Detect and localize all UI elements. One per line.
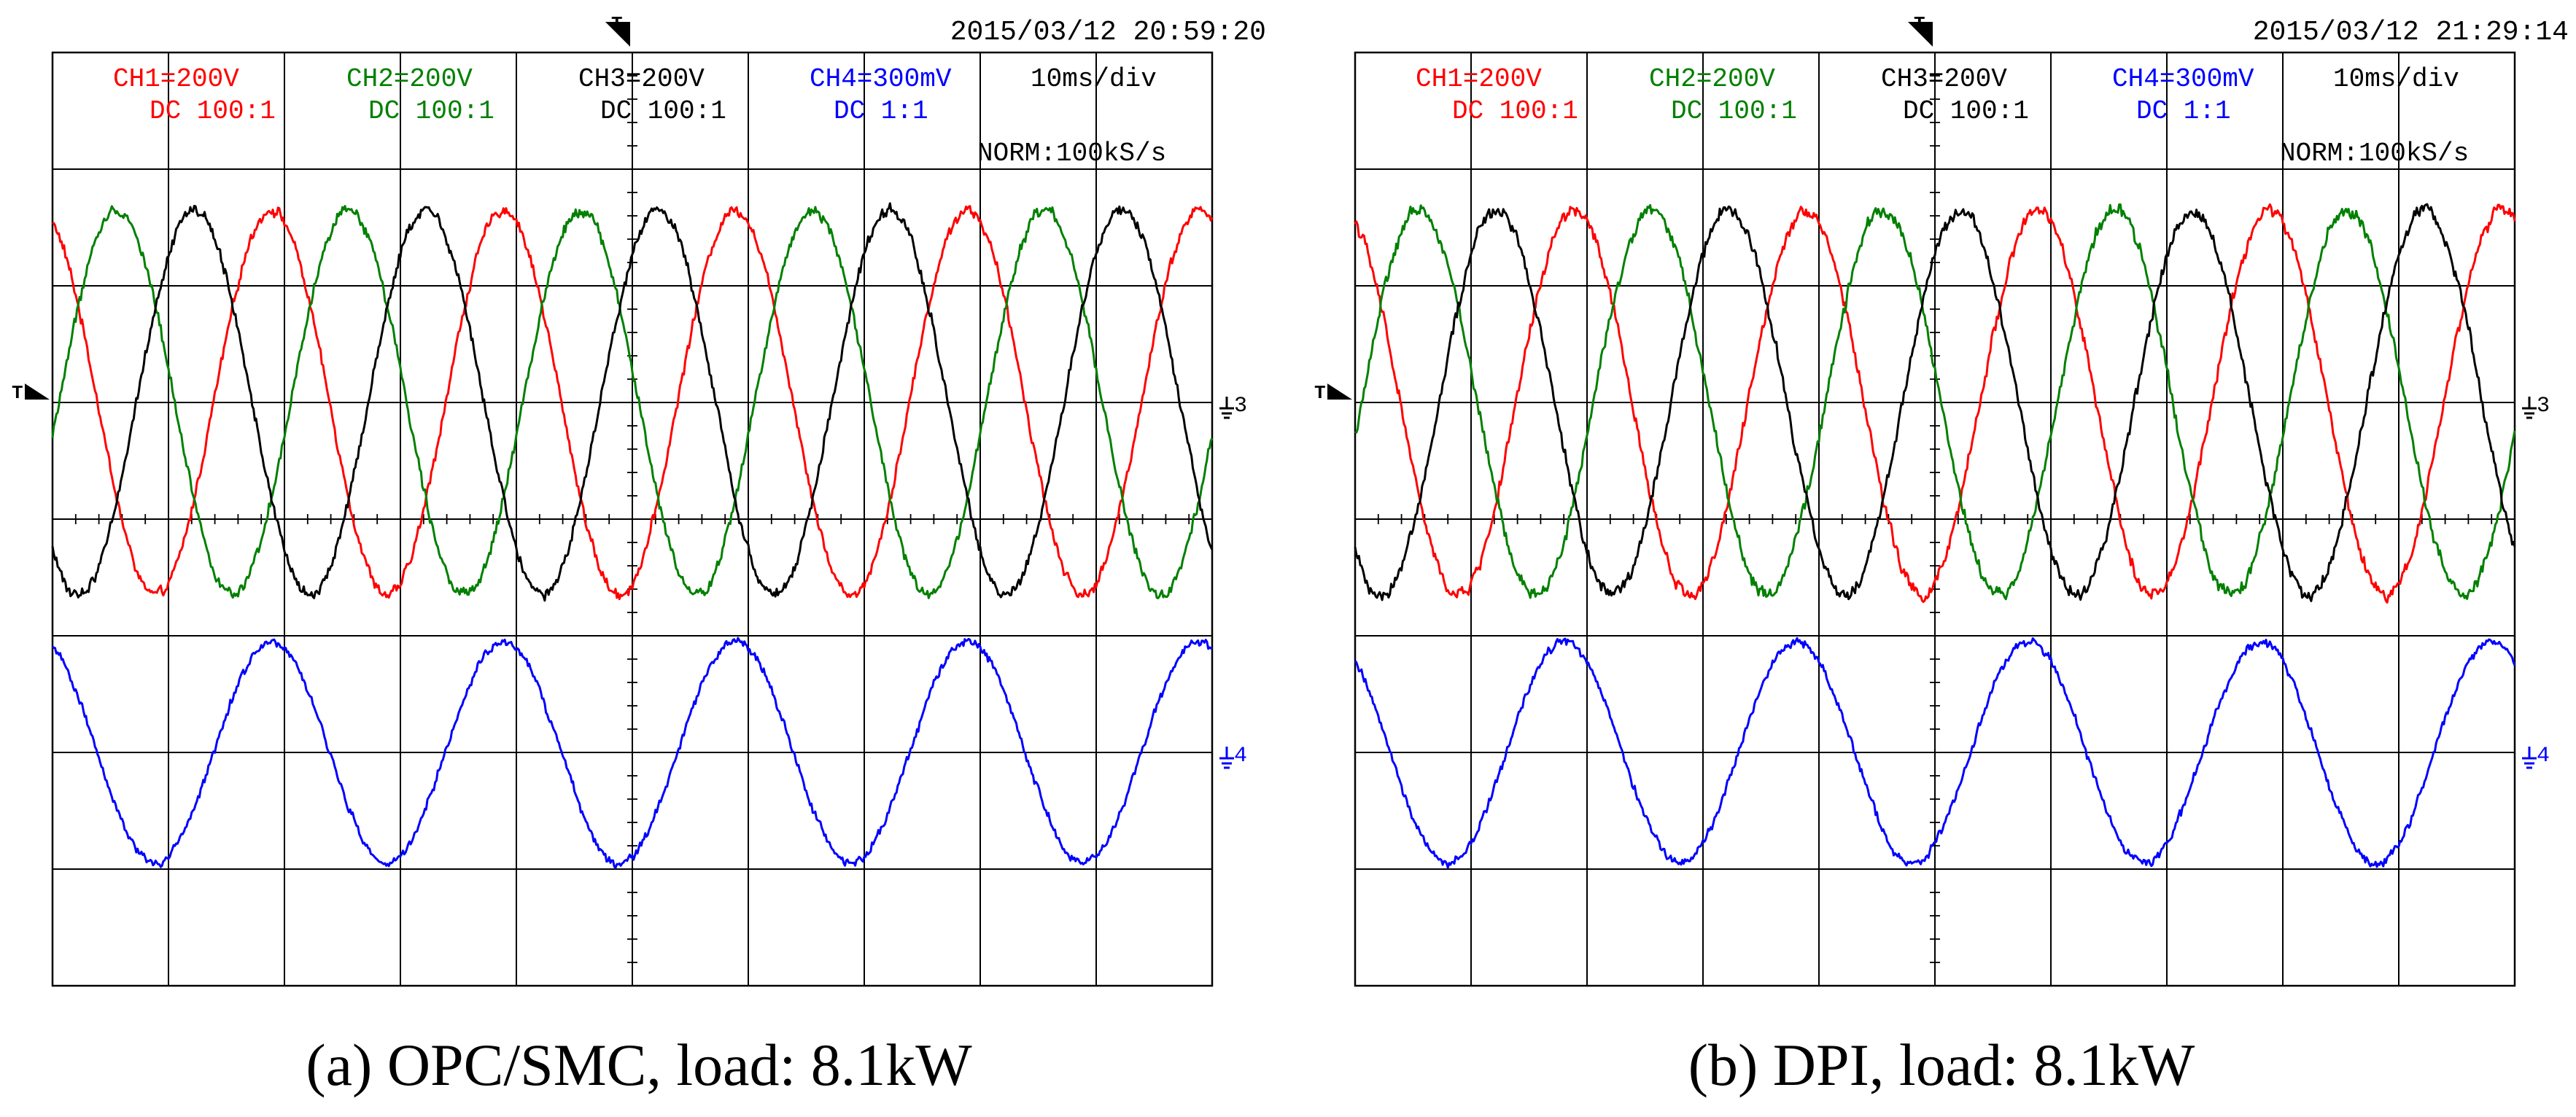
panel-b-ch1-scale: CH1=200V xyxy=(1416,64,1542,94)
panel-a-ch1-coupling: DC 100:1 xyxy=(150,96,276,126)
panel-b-trigger-level-marker: T xyxy=(1314,382,1352,404)
svg-text:T: T xyxy=(12,382,23,404)
panel-a-trigger-level-marker: T xyxy=(12,382,50,404)
panel-b-trace-ch4 xyxy=(1354,637,2516,869)
panel-b-acquisition: NORM:100kS/s xyxy=(2280,139,2469,168)
panel-a-ch1-scale: CH1=200V xyxy=(113,64,239,94)
panel-b-trigger-marker: T xyxy=(1908,13,1933,47)
panel-b: 2015/03/12 21:29:14 CH1=200V CH2=200V CH… xyxy=(1314,13,2569,1098)
panel-a-traces xyxy=(51,202,1214,869)
panel-b-ch2-coupling: DC 100:1 xyxy=(1671,96,1797,126)
panel-b-ch4-scale: CH4=300mV xyxy=(2112,64,2254,94)
svg-text:T: T xyxy=(1314,382,1326,404)
panel-b-trace-ch3 xyxy=(1354,203,2516,602)
panel-a-ch3-coupling: DC 100:1 xyxy=(600,96,726,126)
panel-b-ch2-scale: CH2=200V xyxy=(1649,64,1775,94)
panel-b-traces xyxy=(1354,203,2516,869)
panel-b-timestamp: 2015/03/12 21:29:14 xyxy=(2253,17,2569,48)
panel-b-trace-ch2 xyxy=(1354,203,2516,601)
svg-text:T: T xyxy=(1914,13,1925,35)
panel-a-ch3-ground-marker: 3 xyxy=(1219,394,1247,419)
panel-b-ch1-coupling: DC 100:1 xyxy=(1452,96,1578,126)
panel-a-ch4-scale: CH4=300mV xyxy=(810,64,952,94)
panel-a-timestamp: 2015/03/12 20:59:20 xyxy=(950,17,1266,48)
panel-b-ch4-ground-marker: 4 xyxy=(2522,744,2550,769)
panel-a-ch4-ground-marker: 4 xyxy=(1219,744,1247,769)
panel-a-trace-ch3 xyxy=(51,202,1214,602)
panel-a-trace-ch1 xyxy=(52,205,1214,601)
panel-a-acquisition: NORM:100kS/s xyxy=(977,139,1166,168)
panel-b-ch3-coupling: DC 100:1 xyxy=(1903,96,2029,126)
svg-text:4: 4 xyxy=(2537,744,2550,768)
panel-a-ch4-coupling: DC 1:1 xyxy=(834,96,928,126)
panel-b-ch3-scale: CH3=200V xyxy=(1881,64,2007,94)
svg-text:T: T xyxy=(611,13,623,35)
panel-a-trigger-marker: T xyxy=(605,13,630,47)
panel-b-ch3-ground-marker: 3 xyxy=(2522,394,2550,419)
panel-a-trace-ch2 xyxy=(51,205,1214,599)
panel-a-center-ticks xyxy=(52,52,1213,986)
panel-a-ch2-scale: CH2=200V xyxy=(346,64,473,94)
panel-b-trace-ch1 xyxy=(1354,203,2516,604)
panel-a-ch3-scale: CH3=200V xyxy=(578,64,705,94)
svg-text:3: 3 xyxy=(2537,394,2550,419)
panel-a-timebase: 10ms/div xyxy=(1031,64,1157,94)
panel-b-ch4-coupling: DC 1:1 xyxy=(2136,96,2231,126)
panel-a: 2015/03/12 20:59:20 CH1=200V CH2=200V CH… xyxy=(12,13,1266,1098)
panel-b-caption: (b) DPI, load: 8.1kW xyxy=(1688,1032,2195,1098)
svg-text:3: 3 xyxy=(1234,394,1247,419)
panel-a-trace-ch4 xyxy=(51,637,1213,869)
panel-b-timebase: 10ms/div xyxy=(2333,64,2459,94)
panel-a-ch2-coupling: DC 100:1 xyxy=(368,96,494,126)
svg-text:4: 4 xyxy=(1234,744,1247,768)
panel-a-caption: (a) OPC/SMC, load: 8.1kW xyxy=(306,1032,972,1098)
